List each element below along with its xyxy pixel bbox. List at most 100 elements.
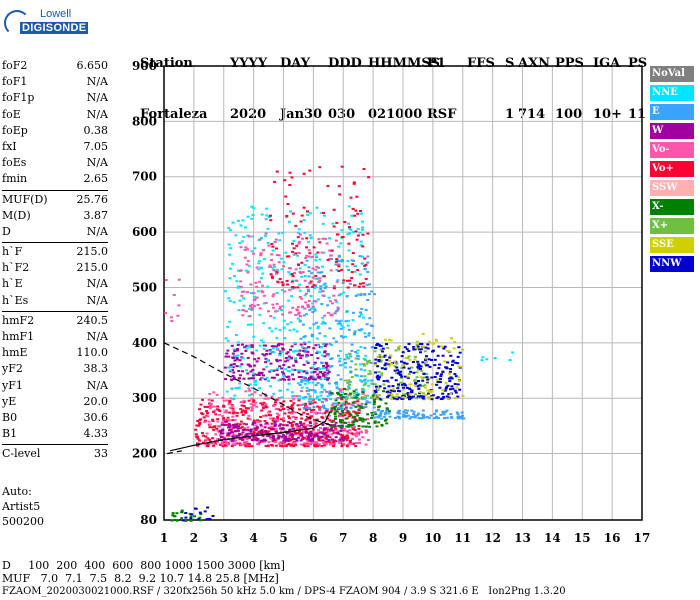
echo-point: [415, 343, 419, 346]
echo-point: [259, 252, 263, 255]
echo-point: [361, 226, 364, 229]
echo-point: [437, 367, 441, 370]
echo-point: [203, 405, 207, 408]
echo-point: [344, 406, 348, 409]
echo-point: [280, 309, 284, 312]
echo-point: [367, 332, 371, 335]
echo-point: [356, 400, 360, 403]
echo-point: [332, 294, 336, 297]
echo-point: [292, 253, 296, 256]
echo-point: [250, 307, 254, 310]
echo-point: [231, 409, 235, 412]
echo-point: [345, 425, 349, 428]
echo-point: [377, 387, 381, 390]
param-value: 20.0: [83, 394, 109, 408]
echo-point: [302, 442, 306, 445]
echo-point: [229, 364, 233, 367]
echo-point: [197, 424, 201, 427]
echo-point: [251, 400, 255, 403]
echo-point: [307, 378, 311, 381]
echo-point: [435, 339, 438, 342]
echo-point: [237, 425, 241, 428]
echo-point: [260, 339, 264, 342]
echo-point: [256, 419, 260, 422]
echo-point: [302, 347, 306, 350]
param-row: h`F 215.0: [2, 244, 108, 260]
param-label: B1: [2, 427, 18, 441]
echo-point: [212, 391, 216, 394]
echo-point: [349, 370, 353, 373]
echo-point: [418, 391, 422, 394]
echo-point: [314, 253, 318, 256]
echo-point: [365, 323, 369, 326]
echo-point: [345, 353, 349, 356]
param-row: fmin 2.65: [2, 171, 108, 187]
echo-point: [406, 357, 410, 360]
echo-point: [373, 383, 377, 386]
echo-point: [285, 443, 289, 446]
echo-point: [228, 400, 232, 402]
echo-point: [340, 335, 343, 338]
echo-point: [407, 355, 411, 358]
echo-point: [355, 238, 359, 241]
echo-point: [423, 350, 427, 353]
echo-point: [264, 430, 268, 432]
echo-point: [287, 436, 291, 438]
echo-point: [342, 429, 346, 432]
echo-point: [279, 257, 283, 260]
echo-point: [212, 405, 216, 408]
echo-point: [277, 435, 281, 438]
echo-point: [453, 383, 457, 385]
echo-point: [307, 249, 311, 252]
echo-point: [289, 348, 292, 351]
echo-point: [460, 417, 464, 420]
echo-point: [272, 345, 276, 348]
echo-point: [303, 279, 307, 282]
echo-point: [419, 367, 422, 370]
echo-point: [281, 347, 285, 350]
echo-point: [356, 234, 360, 237]
echo-point: [299, 343, 303, 346]
echo-point: [283, 290, 287, 293]
echo-point: [259, 416, 263, 418]
echo-point: [364, 308, 368, 311]
echo-point: [216, 438, 220, 441]
echo-point: [326, 426, 330, 429]
echo-point: [382, 415, 386, 418]
echo-point: [231, 352, 235, 355]
param-value: 7.05: [83, 139, 109, 153]
echo-point: [280, 396, 284, 399]
echo-point: [273, 424, 277, 427]
echo-point: [411, 361, 415, 363]
echo-point: [439, 375, 443, 378]
echo-point: [389, 339, 393, 342]
echo-point: [330, 425, 334, 428]
echo-point: [298, 240, 301, 243]
echo-point: [397, 346, 401, 349]
header-row1-cell: DDD: [328, 56, 362, 71]
echo-point: [359, 430, 363, 433]
echo-point: [261, 403, 265, 406]
echo-point: [337, 294, 341, 297]
echo-point: [227, 426, 231, 428]
echo-point: [306, 445, 310, 448]
echo-point: [353, 401, 357, 404]
echo-point: [409, 416, 413, 419]
echo-point: [330, 409, 334, 412]
param-label: MUF(D): [2, 192, 48, 206]
echo-point: [296, 306, 300, 309]
echo-point: [208, 392, 212, 395]
echo-point: [298, 349, 302, 352]
echo-point: [267, 411, 271, 414]
echo-point: [438, 381, 442, 383]
echo-point: [358, 419, 362, 422]
echo-point: [194, 428, 198, 431]
echo-point: [235, 365, 239, 368]
echo-point: [412, 371, 416, 374]
echo-point: [338, 193, 342, 196]
echo-point: [229, 363, 233, 366]
echo-point: [338, 357, 342, 360]
echo-point: [341, 434, 345, 437]
echo-point: [256, 290, 260, 293]
echo-point: [230, 378, 234, 381]
